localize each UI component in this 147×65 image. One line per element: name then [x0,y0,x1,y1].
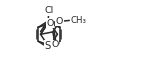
Text: CH₃: CH₃ [70,16,86,25]
Text: O: O [46,41,54,50]
Text: O: O [56,17,63,26]
Text: Cl: Cl [44,6,53,15]
Text: S: S [45,40,51,51]
Text: O: O [46,19,54,28]
Text: O: O [51,40,59,49]
